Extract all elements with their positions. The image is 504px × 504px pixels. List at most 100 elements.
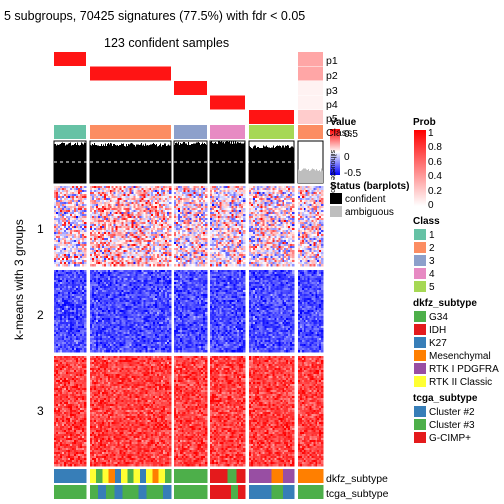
prob-cell-p4-g6 — [298, 95, 323, 110]
heat-cell-b1-g5 — [276, 210, 279, 213]
heat-cell-b1-g5 — [262, 232, 265, 235]
heat-cell-b1-g5 — [256, 248, 260, 251]
heat-cell-b1-g2 — [115, 202, 118, 205]
heat-cell-b1-g5 — [266, 260, 269, 263]
heat-cell-b1-g1 — [62, 238, 65, 241]
heat-cell-b1-g2 — [103, 188, 107, 191]
heat-cell-b1-g4 — [227, 196, 230, 199]
heat-cell-b1-g3 — [197, 258, 200, 261]
heat-cell-b1-g5 — [264, 252, 267, 255]
heat-cell-b1-g2 — [93, 206, 97, 209]
heat-cell-b1-g2 — [169, 232, 172, 235]
heat-cell-b1-g2 — [141, 264, 144, 267]
heat-cell-b1-g2 — [119, 198, 122, 201]
heat-cell-b1-g5 — [276, 186, 279, 189]
heat-cell-b1-g2 — [163, 196, 166, 199]
heat-cell-b1-g5 — [260, 188, 263, 191]
heat-cell-b1-g2 — [101, 242, 105, 245]
silhouette-bar-g3-21 — [195, 143, 196, 183]
heat-cell-b1-g5 — [254, 220, 258, 223]
heat-cell-b1-g4 — [215, 218, 219, 221]
heat-cell-b1-g1 — [74, 232, 77, 235]
heat-cell-b1-g3 — [193, 254, 196, 257]
heat-cell-b1-g1 — [68, 202, 71, 205]
heat-cell-b1-g5 — [272, 224, 275, 227]
heat-cell-b1-g4 — [213, 220, 217, 223]
heat-cell-b1-g3 — [175, 254, 179, 257]
heat-cell-b1-g2 — [165, 258, 168, 261]
silhouette-bar-g5-4 — [253, 146, 254, 183]
heat-cell-b1-g2 — [105, 224, 109, 227]
heat-cell-b1-g3 — [195, 208, 198, 211]
heat-cell-b1-g1 — [84, 202, 87, 205]
heat-cell-b1-g2 — [151, 186, 154, 189]
heat-cell-b1-g5 — [250, 206, 254, 209]
heat-cell-b1-g4 — [229, 200, 232, 203]
heat-cell-b1-g2 — [99, 214, 103, 217]
heat-cell-b1-g5 — [280, 232, 283, 235]
heat-cell-b1-g2 — [141, 222, 144, 225]
heat-cell-b1-g2 — [155, 194, 158, 197]
heat-cell-b1-g4 — [241, 232, 244, 235]
heat-cell-b1-g2 — [101, 232, 105, 235]
heat-cell-b1-g5 — [272, 260, 275, 263]
heat-cell-b1-g3 — [174, 226, 177, 229]
heat-cell-b1-g3 — [175, 242, 179, 245]
heat-cell-b1-g2 — [153, 252, 156, 255]
heat-cell-b1-g4 — [211, 198, 215, 201]
heat-cell-b1-g2 — [93, 200, 97, 203]
heat-cell-b1-g5 — [258, 202, 262, 205]
heat-cell-b1-g3 — [187, 252, 190, 255]
heat-cell-b1-g2 — [91, 218, 95, 221]
heat-cell-b1-g2 — [129, 254, 132, 257]
heat-cell-b1-g2 — [145, 244, 148, 247]
heat-cell-b1-g3 — [195, 240, 198, 243]
heat-cell-b1-g4 — [221, 202, 224, 205]
heat-cell-b1-g3 — [189, 262, 192, 265]
heat-cell-b1-g2 — [91, 246, 95, 249]
heat-cell-b1-g5 — [284, 194, 287, 197]
heat-cell-b1-g4 — [229, 206, 232, 209]
heat-cell-b1-g2 — [159, 200, 162, 203]
silhouette-bar-g2-79 — [169, 145, 170, 183]
heat-cell-b1-g4 — [210, 206, 213, 209]
heat-cell-b1-g2 — [147, 264, 150, 267]
heat-cell-b1-g4 — [233, 214, 236, 217]
heat-cell-b1-g1 — [70, 254, 73, 257]
heat-cell-b1-g2 — [157, 230, 160, 233]
heat-cell-b1-g6 — [311, 190, 314, 193]
heat-cell-b1-g1 — [66, 254, 69, 257]
heat-cell-b1-g1 — [76, 258, 79, 261]
heat-cell-b1-g2 — [153, 240, 156, 243]
heat-cell-b1-g4 — [211, 254, 215, 257]
heat-cell-b1-g3 — [197, 196, 200, 199]
heat-cell-b1-g4 — [225, 202, 228, 205]
heat-cell-b1-g3 — [201, 260, 204, 263]
heat-cell-b1-g3 — [197, 244, 200, 247]
heat-cell-b1-g5 — [262, 186, 265, 189]
heat-cell-b1-g5 — [256, 254, 260, 257]
heat-cell-b1-g3 — [205, 242, 208, 245]
heat-cell-b1-g2 — [125, 232, 128, 235]
heat-cell-b1-g5 — [260, 200, 263, 203]
heat-cell-b1-g5 — [270, 230, 273, 233]
silhouette-bar-g6-3 — [301, 170, 302, 183]
heat-cell-b1-g3 — [175, 188, 179, 191]
heat-cell-b1-g4 — [233, 216, 236, 219]
heat-cell-b1-g4 — [213, 256, 217, 259]
heat-cell-b1-g4 — [243, 262, 246, 265]
heat-cell-b1-g5 — [282, 210, 285, 213]
heat-cell-b1-g5 — [250, 224, 254, 227]
heat-cell-b1-g3 — [195, 196, 198, 199]
heat-cell-b1-g1 — [66, 258, 69, 261]
heat-cell-b1-g5 — [284, 196, 287, 199]
heat-cell-b1-g4 — [221, 206, 224, 209]
heat-cell-b1-g3 — [181, 254, 185, 257]
class-cell-g6 — [298, 125, 323, 139]
heat-cell-b1-g2 — [139, 264, 142, 267]
heat-cell-b1-g2 — [163, 252, 166, 255]
heat-cell-b1-g2 — [91, 232, 95, 235]
heat-cell-b1-g2 — [153, 242, 156, 245]
heat-cell-b1-g2 — [155, 234, 158, 237]
heat-cell-b1-g2 — [111, 246, 115, 249]
